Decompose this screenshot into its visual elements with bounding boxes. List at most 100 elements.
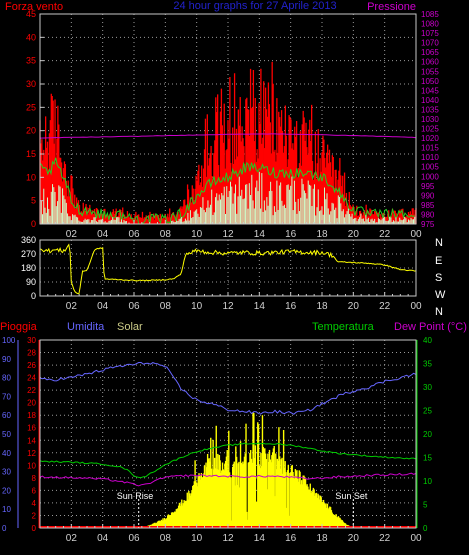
legend-temperature: Temperatura xyxy=(312,321,375,333)
x-tick-label: 12 xyxy=(222,533,234,544)
y-tick-label-rain: 12 xyxy=(27,449,36,458)
y-tick-label-temperature: 25 xyxy=(423,407,432,416)
weather-panel-axes: 02 04 06 08 10 12 14 16 18 20 22 000102030405060708… xyxy=(2,336,432,544)
y-tick-label-rain: 0 xyxy=(32,524,37,533)
legend-humidity: Umidita xyxy=(67,321,105,333)
y-tick-label-temperature: 30 xyxy=(423,383,432,392)
x-tick-label: 00 xyxy=(410,229,422,240)
x-tick-label: 06 xyxy=(128,533,140,544)
y-tick-label-pressure: 975 xyxy=(421,220,435,229)
y-tick-label-temperature: 40 xyxy=(423,336,432,345)
wind-speed-label: Forza vento xyxy=(5,1,63,13)
sunset-label: Sun Set xyxy=(335,491,368,501)
y-tick-label-wind: 15 xyxy=(26,149,36,159)
y-tick-label-pressure: 1035 xyxy=(421,105,439,114)
x-tick-label: 22 xyxy=(379,533,391,544)
x-tick-label: 10 xyxy=(191,533,203,544)
compass-label: E xyxy=(435,255,442,267)
y-tick-label-pressure: 1080 xyxy=(421,20,439,29)
x-tick-label: 06 xyxy=(128,301,140,312)
x-tick-label: 20 xyxy=(348,533,360,544)
y-tick-label-humidity: 90 xyxy=(2,355,11,364)
y-tick-label-pressure: 1055 xyxy=(421,67,439,76)
y-tick-label-rain: 30 xyxy=(27,336,36,345)
y-tick-label-pressure: 990 xyxy=(421,191,435,200)
wind-panel-axes: 02 04 06 08 10 12 14 16 18 20 22 000510152025303540… xyxy=(26,9,439,240)
y-tick-label-temperature: 20 xyxy=(423,430,432,439)
y-tick-label-wind: 30 xyxy=(26,79,36,89)
y-tick-label-temperature: 35 xyxy=(423,360,432,369)
y-tick-label-pressure: 1085 xyxy=(421,10,439,19)
x-tick-label: 04 xyxy=(97,533,109,544)
chart-title: 24 hour graphs for 27 Aprile 2013 xyxy=(173,0,336,12)
x-tick-label: 22 xyxy=(379,301,391,312)
y-tick-label-pressure: 1025 xyxy=(421,125,439,134)
x-tick-label: 08 xyxy=(160,533,172,544)
y-tick-label-wind: 5 xyxy=(31,196,36,206)
x-tick-label: 18 xyxy=(316,533,328,544)
legend-solar: Solar xyxy=(117,321,143,333)
compass-label: N xyxy=(435,306,443,318)
y-tick-label-rain: 14 xyxy=(27,436,36,445)
pressure-label: Pressione xyxy=(367,1,416,13)
y-tick-label-humidity: 40 xyxy=(2,449,11,458)
x-tick-label: 20 xyxy=(348,301,360,312)
y-tick-label-rain: 2 xyxy=(32,511,37,520)
y-tick-label-humidity: 20 xyxy=(2,486,11,495)
y-tick-label-humidity: 70 xyxy=(2,392,11,401)
y-tick-label-wind: 20 xyxy=(26,126,36,136)
y-tick-label-pressure: 1020 xyxy=(421,134,439,143)
pressure-line xyxy=(39,133,417,139)
y-tick-label-humidity: 10 xyxy=(2,505,11,514)
y-tick-label-rain: 22 xyxy=(27,386,36,395)
x-tick-label: 14 xyxy=(254,301,266,312)
y-tick-label-wind: 25 xyxy=(26,102,36,112)
y-tick-label-pressure: 1040 xyxy=(421,96,439,105)
y-tick-label-pressure: 1050 xyxy=(421,77,439,86)
y-tick-label-pressure: 985 xyxy=(421,201,435,210)
y-tick-label-pressure: 1075 xyxy=(421,29,439,38)
x-tick-label: 14 xyxy=(254,229,266,240)
y-tick-label-wind: 0 xyxy=(31,219,36,229)
y-tick-label-pressure: 1060 xyxy=(421,58,439,67)
direction-panel-grid xyxy=(40,240,416,296)
y-tick-label-rain: 10 xyxy=(27,461,36,470)
y-tick-label-rain: 18 xyxy=(27,411,36,420)
x-tick-label: 16 xyxy=(285,229,297,240)
y-tick-label-wind: 10 xyxy=(26,172,36,182)
x-tick-label: 16 xyxy=(285,533,297,544)
y-tick-label-wind: 35 xyxy=(26,56,36,66)
y-tick-label-direction: 180 xyxy=(21,263,36,273)
compass-label: W xyxy=(435,289,446,301)
y-tick-label-pressure: 1010 xyxy=(421,153,439,162)
x-tick-label: 10 xyxy=(191,229,203,240)
y-tick-label-rain: 20 xyxy=(27,399,36,408)
y-tick-label-humidity: 50 xyxy=(2,430,11,439)
y-tick-label-pressure: 1070 xyxy=(421,39,439,48)
x-tick-label: 20 xyxy=(348,229,360,240)
legend-rain: Pioggia xyxy=(0,321,38,333)
x-tick-label: 00 xyxy=(410,533,422,544)
sunrise-label: Sun Rise xyxy=(117,491,154,501)
y-tick-label-temperature: 10 xyxy=(423,477,432,486)
y-tick-label-rain: 16 xyxy=(27,424,36,433)
y-tick-label-pressure: 995 xyxy=(421,182,435,191)
weather-panel-data: Sun Rise Sun Set xyxy=(39,362,417,528)
x-tick-label: 10 xyxy=(191,301,203,312)
y-tick-label-direction: 270 xyxy=(21,249,36,259)
y-tick-label-direction: 0 xyxy=(31,291,36,301)
x-tick-label: 08 xyxy=(160,229,172,240)
compass-label: N xyxy=(435,237,443,249)
y-tick-label-pressure: 980 xyxy=(421,210,435,219)
y-tick-label-direction: 90 xyxy=(26,277,36,287)
x-tick-label: 12 xyxy=(222,229,234,240)
y-tick-label-direction: 360 xyxy=(21,235,36,245)
direction-panel-data xyxy=(39,243,417,295)
x-tick-label: 18 xyxy=(316,301,328,312)
y-tick-label-temperature: 0 xyxy=(423,524,428,533)
y-tick-label-rain: 28 xyxy=(27,349,36,358)
y-tick-label-rain: 6 xyxy=(32,486,37,495)
y-tick-label-pressure: 1015 xyxy=(421,144,439,153)
x-tick-label: 08 xyxy=(160,301,172,312)
